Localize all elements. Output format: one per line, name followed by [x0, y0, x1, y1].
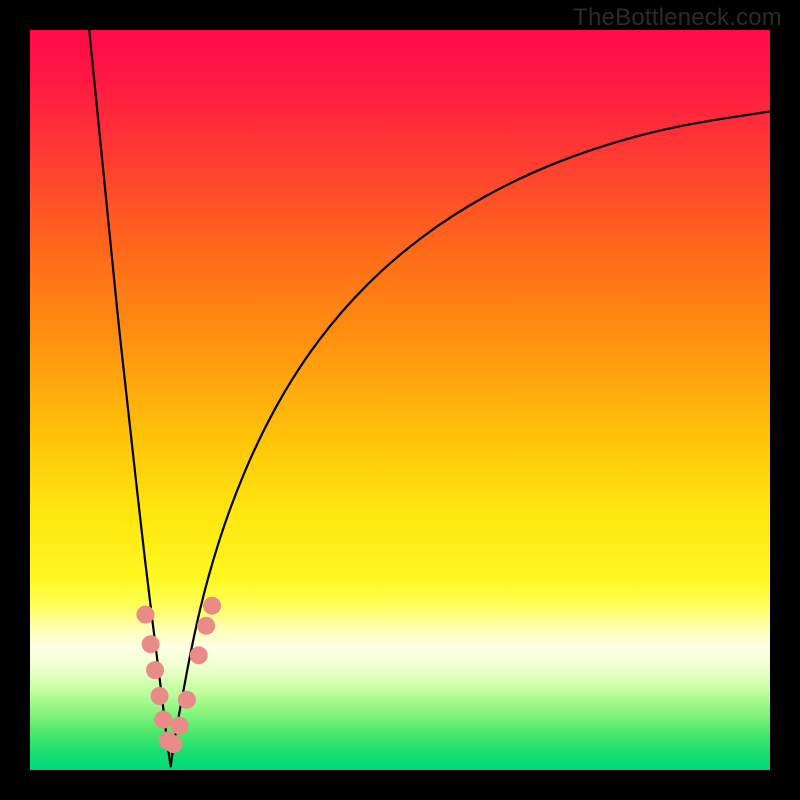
data-marker — [151, 687, 169, 705]
data-marker — [178, 691, 196, 709]
data-marker — [190, 646, 208, 664]
data-marker — [136, 606, 154, 624]
bottleneck-chart-svg — [0, 0, 800, 800]
data-marker — [203, 597, 221, 615]
watermark-text: TheBottleneck.com — [573, 4, 782, 32]
plot-background — [30, 30, 770, 770]
chart-frame: TheBottleneck.com — [0, 0, 800, 800]
data-marker — [165, 735, 183, 753]
data-marker — [142, 635, 160, 653]
data-marker — [154, 711, 172, 729]
data-marker — [170, 717, 188, 735]
data-marker — [146, 661, 164, 679]
data-marker — [197, 617, 215, 635]
